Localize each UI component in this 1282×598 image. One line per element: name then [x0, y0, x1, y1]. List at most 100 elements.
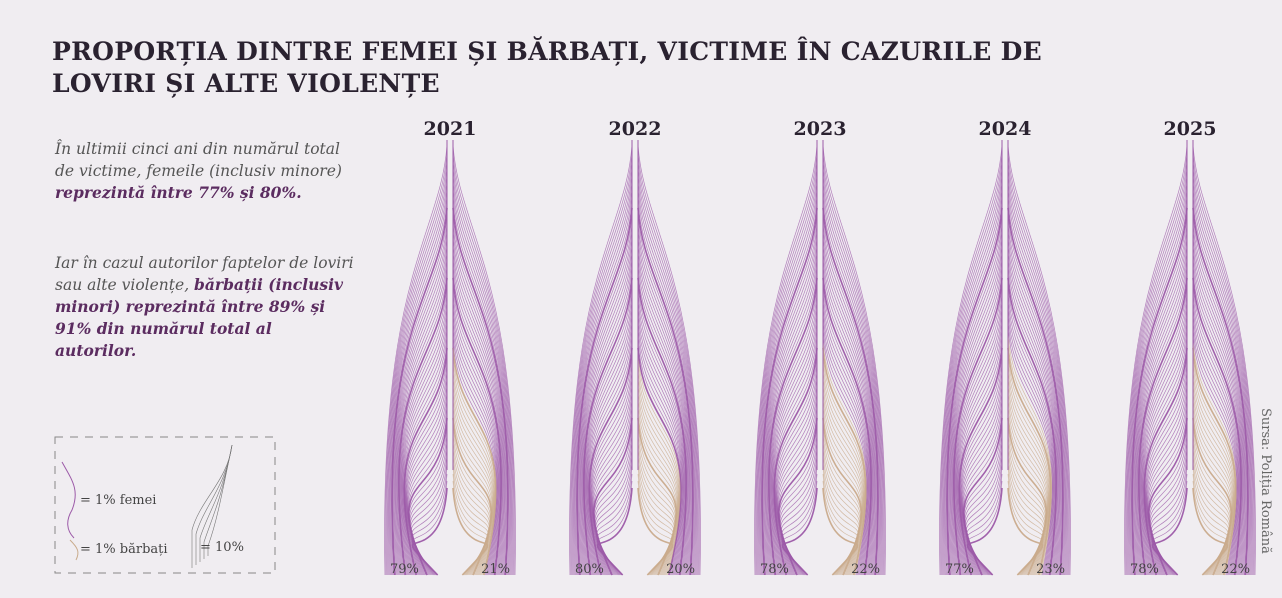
strand: [1192, 298, 1240, 576]
strand: [1130, 193, 1188, 576]
strand: [822, 319, 869, 576]
strand: [1144, 354, 1188, 576]
intro-text-emphasis: reprezintă între 77% și 80%.: [55, 183, 302, 202]
strand: [781, 473, 818, 576]
strand: [956, 312, 1003, 576]
strand: [452, 312, 499, 576]
women-strands: [384, 144, 516, 576]
strand: [822, 249, 875, 576]
strand: [1128, 179, 1188, 576]
strand: [452, 277, 502, 576]
strand: [1192, 361, 1236, 576]
strand: [403, 347, 448, 576]
strand: [583, 277, 633, 576]
strand: [1007, 172, 1068, 576]
strand: [637, 221, 692, 576]
strand: [388, 179, 448, 576]
strand: [637, 319, 684, 576]
strand: [587, 333, 633, 576]
strand: [1142, 326, 1188, 576]
women-strands: [754, 144, 886, 576]
strand: [385, 151, 448, 576]
strand: [822, 263, 873, 576]
strand: [1192, 228, 1247, 576]
men-value-label: 20%: [666, 562, 695, 577]
strand: [945, 193, 1003, 576]
strand: [637, 207, 694, 576]
strand: [590, 368, 633, 576]
strand: [637, 487, 674, 576]
strand: [582, 263, 633, 576]
strand: [637, 186, 696, 576]
strand: [1007, 263, 1058, 576]
strand: [1134, 235, 1188, 576]
strand: [452, 207, 509, 576]
strand: [822, 193, 880, 576]
strand: [395, 242, 448, 576]
women-value-label: 79%: [390, 562, 419, 577]
strand: [756, 165, 818, 576]
strand: [959, 361, 1003, 576]
strand: [452, 249, 505, 576]
strand: [405, 368, 448, 576]
strand: [1192, 291, 1241, 576]
strand: [1007, 361, 1051, 576]
strand: [452, 305, 500, 576]
strand: [1192, 312, 1239, 576]
men-strands: [1007, 333, 1053, 576]
strand: [637, 179, 697, 576]
strand: [946, 207, 1003, 576]
strand: [1007, 347, 1052, 576]
strand: [637, 277, 687, 576]
strand: [758, 179, 818, 576]
legend-men-icon: [69, 539, 79, 561]
strand: [1141, 319, 1188, 576]
strand: [1007, 193, 1065, 576]
strand: [959, 354, 1003, 576]
strand: [1138, 277, 1188, 576]
strand: [757, 172, 818, 576]
strand: [950, 249, 1003, 576]
strand: [822, 235, 876, 576]
strand: [770, 305, 818, 576]
strand: [954, 284, 1003, 576]
strand: [769, 284, 818, 576]
strand: [585, 298, 633, 576]
strand: [1144, 361, 1188, 576]
strand: [957, 326, 1003, 576]
strand: [452, 242, 505, 576]
strand: [637, 298, 685, 576]
strand: [949, 235, 1003, 576]
strand: [1192, 158, 1254, 576]
strand: [452, 284, 501, 576]
strand: [966, 487, 1003, 576]
strand: [822, 179, 882, 576]
strand: [1007, 256, 1059, 576]
strand: [578, 221, 633, 576]
strand: [1192, 249, 1245, 576]
strand: [763, 221, 818, 576]
strand: [452, 333, 498, 576]
men-strands: [1192, 340, 1237, 576]
strand: [1192, 242, 1245, 576]
strand: [1007, 333, 1053, 576]
strand: [763, 228, 818, 576]
strand: [1007, 298, 1055, 576]
strand: [760, 193, 818, 576]
strand: [1007, 228, 1062, 576]
strand: [1132, 214, 1188, 576]
strand: [781, 487, 818, 576]
strand: [939, 144, 1003, 576]
strand: [1140, 298, 1188, 576]
year-label: 2024: [979, 118, 1032, 140]
strand: [1137, 263, 1188, 576]
legend-women-icon: [61, 461, 76, 539]
strand: [822, 361, 866, 576]
strand: [1192, 193, 1250, 576]
strand: [587, 326, 633, 576]
strand: [1140, 305, 1188, 576]
strand: [948, 221, 1003, 576]
year-label: 2021: [424, 118, 477, 140]
strand: [452, 172, 513, 576]
strand: [452, 319, 499, 576]
